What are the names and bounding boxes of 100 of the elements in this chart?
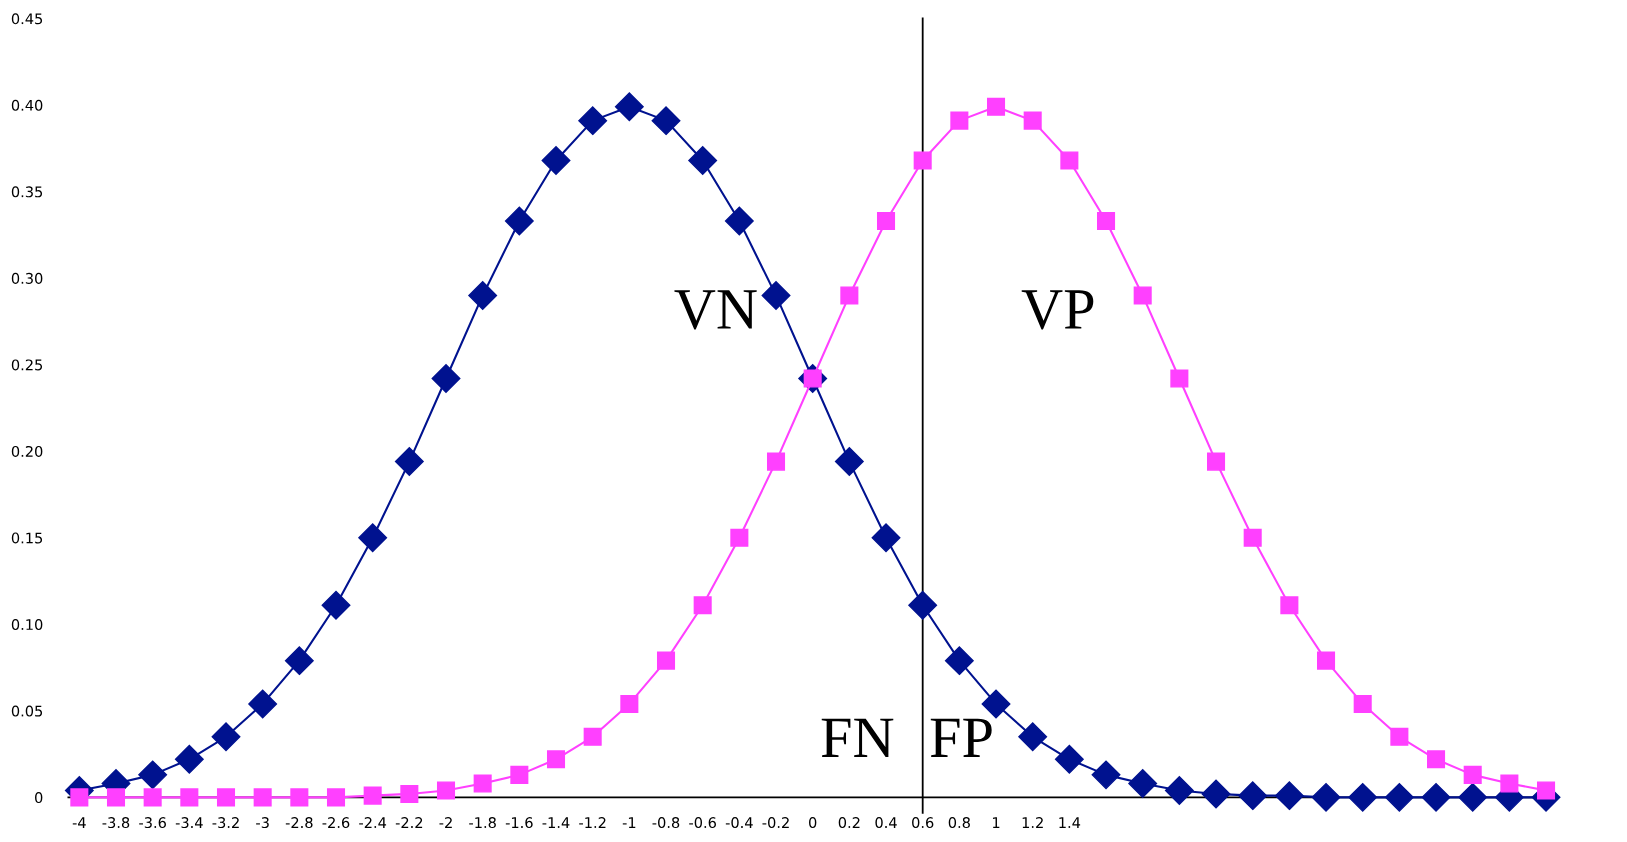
point — [546, 750, 566, 769]
point — [913, 151, 932, 170]
y-tick-label: 0 — [35, 792, 43, 804]
point — [510, 765, 529, 784]
point — [1317, 651, 1336, 670]
point — [473, 774, 492, 793]
y-tick-label: 0.20 — [11, 445, 43, 457]
point — [651, 106, 681, 136]
y-tick-label: 0.45 — [11, 13, 43, 25]
x-tick-label: 0.6 — [912, 817, 934, 829]
point — [1128, 769, 1158, 798]
point — [761, 281, 791, 310]
point — [1427, 750, 1446, 769]
x-tick-label: -1.4 — [542, 817, 570, 828]
point — [1091, 760, 1121, 790]
y-tick-label: 0.40 — [11, 99, 43, 111]
annotation: FN — [821, 718, 894, 757]
point — [400, 784, 419, 803]
x-tick-label: -0.6 — [689, 817, 716, 829]
point — [620, 694, 639, 713]
point — [326, 788, 346, 807]
point — [321, 590, 351, 620]
x-tick-label: -1 — [622, 817, 636, 828]
point — [1537, 781, 1556, 800]
x-tick-label: -3.8 — [102, 817, 130, 829]
point — [614, 92, 644, 122]
point — [688, 146, 718, 175]
point — [106, 788, 126, 807]
point — [363, 786, 382, 805]
point — [1348, 782, 1378, 812]
point — [578, 106, 608, 136]
point — [1311, 782, 1341, 812]
x-tick-label: 1.2 — [1022, 817, 1043, 828]
point — [1133, 286, 1152, 305]
x-tick-label: -2.4 — [359, 817, 387, 828]
point — [284, 646, 314, 676]
point — [724, 206, 754, 236]
point — [431, 364, 461, 393]
x-tick-label: 1 — [992, 817, 1000, 828]
x-tick-label: -3 — [256, 817, 269, 829]
y-tick-label: 0.35 — [11, 186, 43, 198]
point — [290, 788, 309, 807]
point — [840, 286, 859, 305]
point — [656, 651, 676, 670]
point — [981, 689, 1011, 719]
point — [1207, 452, 1226, 471]
x-tick-label: -3.4 — [175, 817, 203, 829]
point — [394, 447, 424, 477]
point — [468, 281, 498, 310]
point — [70, 788, 89, 807]
point — [834, 447, 864, 477]
point — [1458, 782, 1488, 812]
point — [766, 452, 786, 471]
point — [1164, 776, 1194, 805]
y-tick-label: 0.25 — [11, 359, 43, 371]
point — [1238, 781, 1268, 811]
point — [1018, 722, 1048, 752]
point — [180, 788, 199, 807]
x-tick-label: 1.4 — [1059, 817, 1081, 828]
point — [871, 523, 901, 553]
x-tick-label: 0 — [809, 817, 817, 829]
point — [1170, 369, 1189, 388]
point — [1421, 782, 1451, 812]
annotation: VN — [674, 290, 757, 330]
point — [1201, 779, 1231, 809]
x-tick-label: -2.6 — [322, 817, 350, 829]
y-tick-label: 0.10 — [11, 619, 43, 631]
x-tick-label: 0.8 — [948, 817, 970, 829]
point — [211, 722, 241, 752]
point — [1390, 727, 1409, 746]
y-tick-label: 0.30 — [11, 272, 43, 284]
point — [253, 788, 272, 807]
point — [1096, 211, 1116, 231]
point — [730, 528, 749, 547]
point — [876, 211, 896, 231]
point — [1060, 151, 1079, 170]
point — [1384, 782, 1414, 812]
point — [1023, 111, 1042, 130]
x-tick-label: -0.4 — [725, 817, 753, 829]
point — [1353, 694, 1372, 713]
x-tick-label: -0.8 — [652, 817, 680, 829]
x-tick-label: -1.2 — [579, 817, 606, 828]
point — [504, 206, 534, 236]
point — [950, 111, 969, 130]
point — [1463, 765, 1482, 784]
x-tick-label: -4 — [72, 817, 86, 828]
annotation: VP — [1021, 290, 1094, 330]
x-tick-label: -0.2 — [762, 817, 789, 829]
annotation: FP — [930, 718, 992, 757]
point — [436, 781, 456, 800]
y-tick-label: 0.05 — [11, 705, 43, 717]
point — [583, 727, 602, 746]
y-tick-label: 0.15 — [11, 532, 43, 544]
point — [1280, 596, 1299, 615]
x-tick-label: -3.6 — [139, 817, 166, 829]
x-tick-label: -2 — [439, 817, 452, 828]
point — [1243, 528, 1262, 547]
point — [1500, 774, 1519, 793]
point — [358, 523, 388, 553]
point — [138, 760, 168, 790]
